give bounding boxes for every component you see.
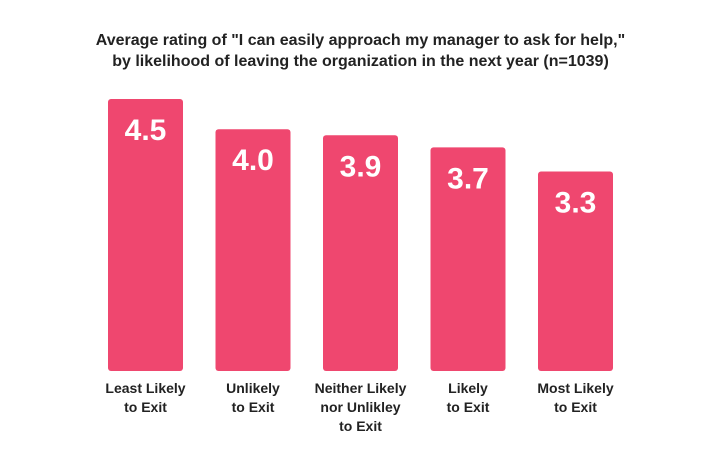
- bar-0: [108, 99, 183, 371]
- bar-value-label-3: 3.7: [447, 162, 489, 195]
- chart-title-line-2: by likelihood of leaving the organizatio…: [112, 53, 609, 70]
- category-label-3-line-1: to Exit: [447, 399, 490, 415]
- category-label-4: Most Likely to Exit: [537, 380, 613, 415]
- category-label-0-line-0: Least Likely: [105, 380, 185, 396]
- chart-title-line-1: Average rating of "I can easily approach…: [95, 32, 626, 49]
- category-label-1-line-0: Unlikely: [226, 380, 280, 396]
- category-label-1-line-1: to Exit: [232, 399, 275, 415]
- bars-group: 4.5 4.0 3.9 3.7 3.3: [108, 99, 613, 371]
- bar-value-label-2: 3.9: [340, 150, 382, 183]
- category-label-4-line-1: to Exit: [554, 399, 597, 415]
- category-label-0: Least Likely to Exit: [105, 380, 185, 415]
- bar-value-label-0: 4.5: [125, 114, 167, 147]
- bar-value-label-4: 3.3: [555, 187, 597, 220]
- category-label-1: Unlikely to Exit: [226, 380, 280, 415]
- chart-title: Average rating of "I can easily approach…: [0, 30, 721, 72]
- bar-1: [215, 129, 291, 371]
- bar-2: [323, 135, 398, 371]
- category-label-3: Likely to Exit: [447, 380, 490, 415]
- bar-3: [430, 147, 506, 371]
- category-label-2-line-2: to Exit: [339, 418, 382, 434]
- bar-4: [538, 171, 613, 371]
- bar-value-label-1: 4.0: [232, 144, 274, 177]
- category-label-3-line-0: Likely: [448, 380, 488, 396]
- category-label-0-line-1: to Exit: [124, 399, 167, 415]
- category-label-2-line-0: Neither Likely: [315, 380, 407, 396]
- category-label-4-line-0: Most Likely: [537, 380, 613, 396]
- category-label-2-line-1: nor Unlikley: [320, 399, 400, 415]
- category-label-2: Neither Likely nor Unlikley to Exit: [315, 380, 407, 434]
